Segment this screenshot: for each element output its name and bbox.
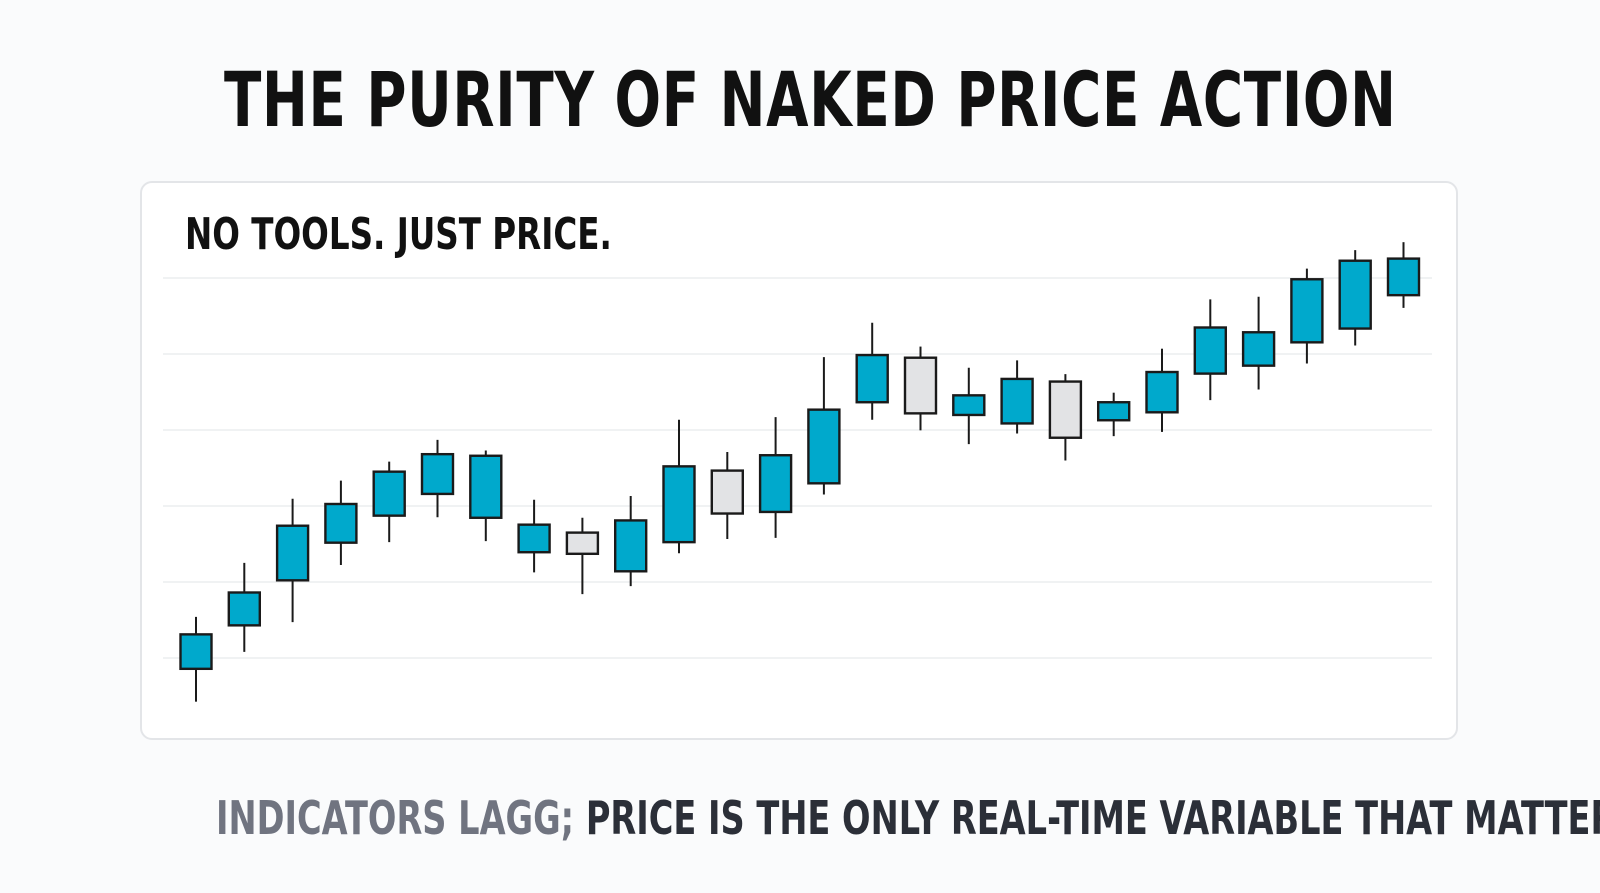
candle-body <box>1241 331 1276 367</box>
candle-body <box>614 519 648 573</box>
candle-body <box>1048 380 1083 439</box>
candle-bullish <box>614 496 648 587</box>
candle-bullish <box>1386 242 1421 308</box>
candle-body <box>227 591 262 627</box>
candle-body <box>1000 377 1034 425</box>
candle-bearish <box>903 346 938 431</box>
candle-body <box>565 531 600 556</box>
candle-body <box>469 454 503 519</box>
caption-part-dark: PRICE IS THE ONLY REAL-TIME VARIABLE THA… <box>585 791 1600 845</box>
candle-body <box>420 452 455 496</box>
candle-bullish <box>1145 348 1179 432</box>
candle-bullish <box>662 419 696 554</box>
candle-bullish <box>1290 268 1324 364</box>
candle-body <box>903 356 938 415</box>
candle-bullish <box>807 357 841 495</box>
candle-body <box>179 633 213 671</box>
candle-bearish <box>1048 374 1083 461</box>
candle-bullish <box>1000 360 1034 434</box>
candle-body <box>517 523 551 554</box>
candle-body <box>372 470 406 517</box>
page-title: THE PURITY OF NAKED PRICE ACTION <box>224 55 1397 144</box>
candle-bearish <box>565 517 600 595</box>
candle-body <box>758 454 793 514</box>
caption: INDICATORS LAGG; PRICE IS THE ONLY REAL-… <box>216 785 1600 851</box>
candle-bullish <box>517 499 551 573</box>
candle-body <box>952 394 986 417</box>
candle-bullish <box>227 562 262 652</box>
caption-part-muted: INDICATORS LAGG; <box>216 791 575 845</box>
candle-bullish <box>469 450 503 542</box>
candle-bullish <box>275 498 310 623</box>
candle-bullish <box>1096 392 1131 437</box>
candle-bullish <box>952 367 986 445</box>
candle-body <box>1386 257 1421 297</box>
candle-bullish <box>1338 250 1372 346</box>
chart-title: NO TOOLS. JUST PRICE. <box>185 209 612 260</box>
candle-body <box>1338 259 1372 330</box>
candle-body <box>807 408 841 485</box>
candle-body <box>710 469 744 515</box>
candle-body <box>662 465 696 544</box>
candle-bearish <box>710 452 744 539</box>
candle-body <box>324 502 358 544</box>
candle-bullish <box>372 461 406 543</box>
candle-bullish <box>1193 299 1228 401</box>
candle-bullish <box>179 616 213 702</box>
candle-body <box>855 353 889 404</box>
candle-bullish <box>1241 296 1276 390</box>
candle-bullish <box>855 322 889 420</box>
candle-body <box>1096 401 1131 422</box>
candle-body <box>1145 370 1179 414</box>
candle-bullish <box>758 417 793 538</box>
candle-body <box>275 524 310 582</box>
chart-panel <box>140 181 1458 740</box>
candle-body <box>1193 326 1228 375</box>
candle-body <box>1290 278 1324 344</box>
candle-bullish <box>324 480 358 565</box>
candle-bullish <box>420 439 455 518</box>
